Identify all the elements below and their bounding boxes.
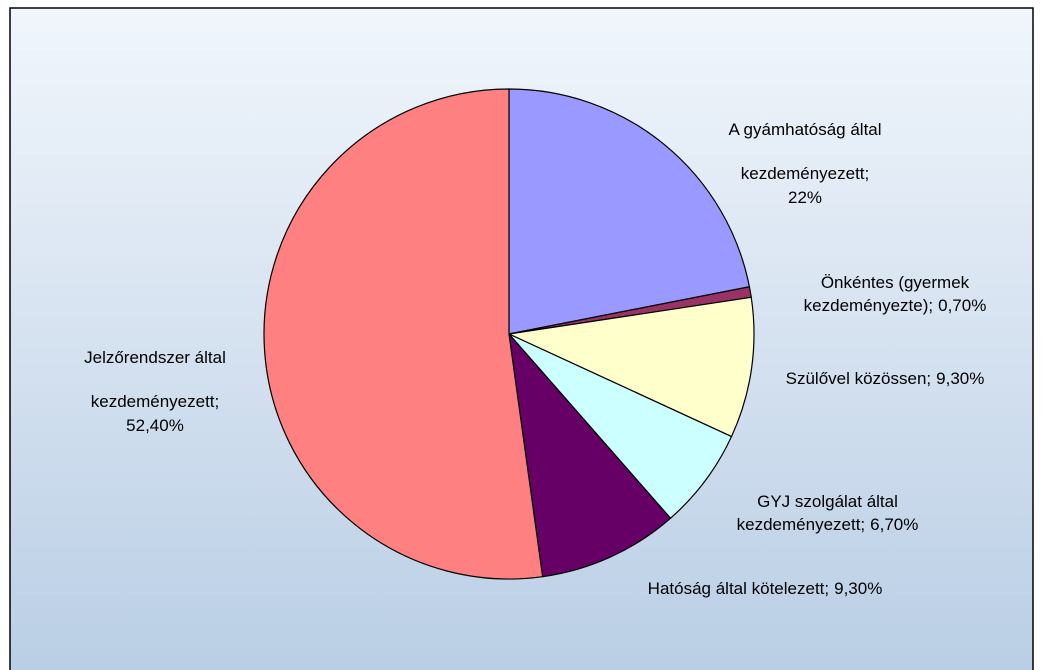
value-label: 9,30%	[936, 369, 985, 388]
category-label: GYJ szolgálat által kezdeményezett;	[736, 492, 898, 534]
pie-slice	[508, 88, 751, 335]
category-label: Önkéntes (gyermek kezdeményezte);	[803, 273, 970, 315]
data-label: Hatóság által kötelezett; 9,30%	[605, 577, 925, 600]
pie-slice	[263, 88, 544, 580]
category-label: Jelzőrendszer által kezdeményezett;	[84, 348, 226, 411]
data-label: Szülővel közössen; 9,30%	[755, 367, 1015, 390]
value-label: 52,40%	[126, 416, 184, 435]
category-label: A gyámhatóság által kezdeményezett;	[728, 120, 882, 183]
value-label: 0,70%	[938, 296, 987, 315]
pie-slice	[508, 332, 672, 578]
value-label: 9,30%	[834, 579, 883, 598]
data-label: GYJ szolgálat által kezdeményezett; 6,70%	[700, 490, 955, 536]
data-label: Önkéntes (gyermek kezdeményezte); 0,70%	[770, 271, 1020, 317]
data-label: Jelzőrendszer által kezdeményezett; 52,40…	[30, 336, 280, 437]
category-label: Hatóság által kötelezett;	[647, 579, 830, 598]
value-label: 22%	[787, 188, 823, 207]
data-label: A gyámhatóság által kezdeményezett; 22%	[690, 108, 920, 209]
value-label: 6,70%	[870, 515, 919, 534]
pie	[263, 88, 755, 580]
pie-slice	[506, 296, 755, 438]
category-label: Szülővel közössen;	[785, 369, 932, 388]
